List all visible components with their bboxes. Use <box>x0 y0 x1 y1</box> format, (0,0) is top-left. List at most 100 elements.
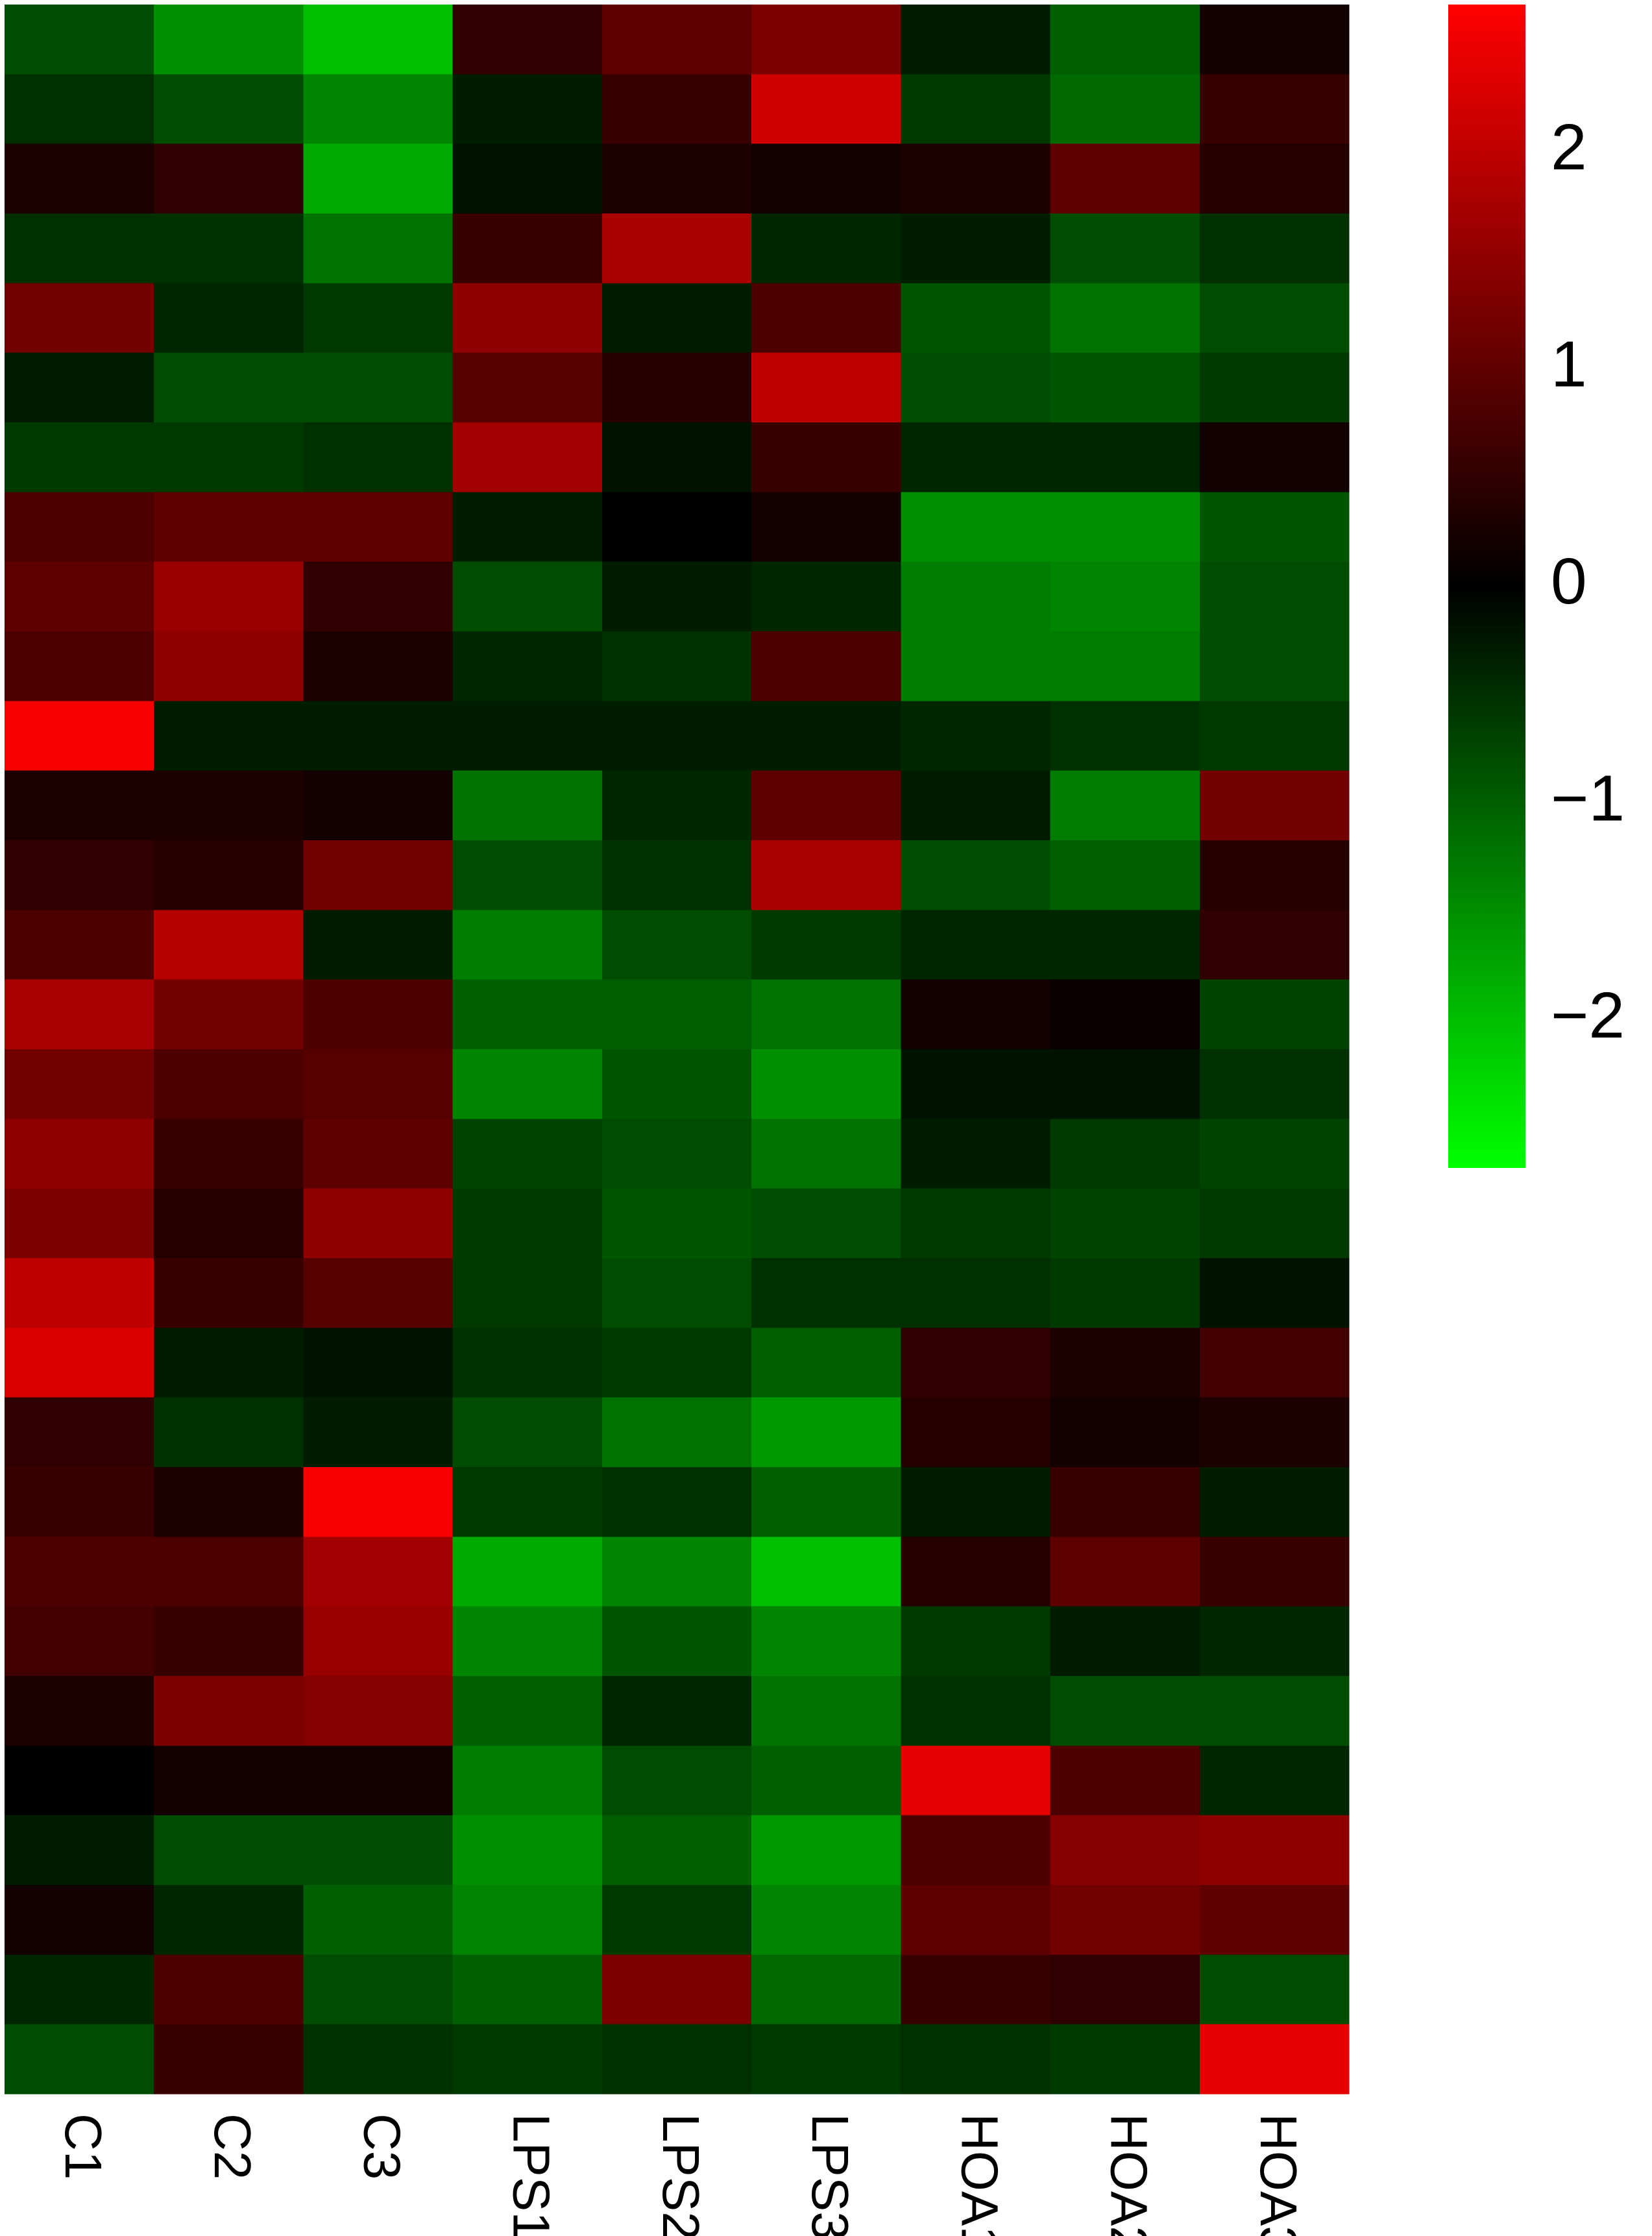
column-label: LPS1 <box>503 2113 561 2236</box>
heatmap-cell <box>452 1676 603 1746</box>
heatmap-cell <box>5 5 154 75</box>
heatmap-cell <box>452 1885 603 1955</box>
heatmap-cell <box>5 1885 154 1955</box>
heatmap-cell <box>901 1328 1051 1398</box>
heatmap-cell <box>5 1119 154 1189</box>
heatmap-cell <box>751 1467 901 1537</box>
heatmap-cell <box>601 1815 752 1886</box>
heatmap-cell <box>1199 1537 1350 1607</box>
heatmap-cell <box>452 1049 603 1119</box>
heatmap-cell <box>1199 1119 1350 1189</box>
heatmap-cell <box>1050 1745 1200 1816</box>
heatmap-cell <box>452 1328 603 1398</box>
heatmap-cell <box>901 1745 1051 1816</box>
heatmap-cell <box>1050 1467 1200 1537</box>
heatmap-cell <box>303 2024 454 2095</box>
heatmap-cell <box>901 631 1051 701</box>
heatmap-cell <box>1199 840 1350 910</box>
heatmap-cell <box>452 561 603 632</box>
heatmap-cell <box>1199 492 1350 563</box>
heatmap-cell <box>1050 213 1200 284</box>
heatmap-cell <box>1199 422 1350 492</box>
heatmap-cell <box>452 1745 603 1816</box>
heatmap-cell <box>1050 561 1200 632</box>
heatmap-cell <box>601 1258 752 1328</box>
heatmap-cell <box>601 1119 752 1189</box>
heatmap-cell <box>5 1188 154 1259</box>
heatmap-cell <box>751 770 901 841</box>
heatmap-cell <box>601 1049 752 1119</box>
heatmap-cell <box>1050 1328 1200 1398</box>
heatmap-cell <box>452 770 603 841</box>
heatmap-cell <box>901 422 1051 492</box>
heatmap-cell <box>5 1954 154 2025</box>
heatmap-cell <box>901 1188 1051 1259</box>
heatmap-cell <box>303 1328 454 1398</box>
heatmap-cell <box>5 1745 154 1816</box>
heatmap-cell <box>1050 1676 1200 1746</box>
heatmap-cell <box>901 1119 1051 1189</box>
heatmap-cell <box>154 143 304 214</box>
heatmap-cell <box>751 701 901 772</box>
heatmap-cell <box>601 1885 752 1955</box>
heatmap-cell <box>901 5 1051 75</box>
heatmap-cell <box>5 1606 154 1677</box>
heatmap-cell <box>303 979 454 1050</box>
heatmap-cell <box>303 492 454 563</box>
heatmap-cell <box>5 631 154 701</box>
heatmap-cell <box>154 1049 304 1119</box>
heatmap-cell <box>751 979 901 1050</box>
heatmap-cell <box>601 1745 752 1816</box>
heatmap-cell <box>601 631 752 701</box>
heatmap-cell <box>1199 561 1350 632</box>
heatmap-cell <box>1199 2024 1350 2095</box>
heatmap-cell <box>601 1397 752 1468</box>
heatmap-cell <box>1050 492 1200 563</box>
heatmap-cell <box>303 422 454 492</box>
heatmap-cell <box>601 74 752 145</box>
colorbar-tick-label: −1 <box>1551 762 1625 834</box>
heatmap-cell <box>751 1815 901 1886</box>
heatmap-cell <box>5 1537 154 1607</box>
heatmap-cell <box>601 1467 752 1537</box>
heatmap-cell <box>452 979 603 1050</box>
heatmap-cell <box>154 561 304 632</box>
heatmap-cell <box>5 1397 154 1468</box>
heatmap-cell <box>452 1397 603 1468</box>
heatmap-cell <box>751 631 901 701</box>
heatmap-cell <box>601 1537 752 1607</box>
heatmap-cell <box>1199 910 1350 980</box>
column-label: HOA3 <box>1250 2113 1307 2236</box>
heatmap-cell <box>5 1676 154 1746</box>
heatmap-cell <box>751 352 901 423</box>
heatmap-cell <box>751 910 901 980</box>
heatmap-cell <box>1199 74 1350 145</box>
heatmap-cell <box>1199 143 1350 214</box>
heatmap-cell <box>601 701 752 772</box>
heatmap-cell <box>1199 1328 1350 1398</box>
heatmap-cell <box>1199 1745 1350 1816</box>
heatmap-cell <box>154 1815 304 1886</box>
heatmap-cell <box>303 1467 454 1537</box>
heatmap-cell <box>901 1606 1051 1677</box>
column-label: HOA1 <box>951 2113 1008 2236</box>
heatmap-cell <box>601 1676 752 1746</box>
heatmap-cell <box>601 1954 752 2025</box>
heatmap-cell <box>751 561 901 632</box>
heatmap-cell <box>601 979 752 1050</box>
heatmap-cell <box>751 1745 901 1816</box>
heatmap-cell <box>1199 701 1350 772</box>
heatmap-cell <box>751 1885 901 1955</box>
heatmap-cell <box>901 1467 1051 1537</box>
heatmap-cell <box>154 74 304 145</box>
heatmap-cell <box>901 213 1051 284</box>
heatmap-cell <box>5 143 154 214</box>
heatmap-cell <box>154 910 304 980</box>
heatmap-cell <box>5 492 154 563</box>
heatmap-cell <box>5 352 154 423</box>
heatmap-cell <box>452 1815 603 1886</box>
heatmap-cell <box>5 2024 154 2095</box>
heatmap-cell <box>751 1606 901 1677</box>
heatmap-cell <box>1050 422 1200 492</box>
heatmap-cell <box>1050 143 1200 214</box>
